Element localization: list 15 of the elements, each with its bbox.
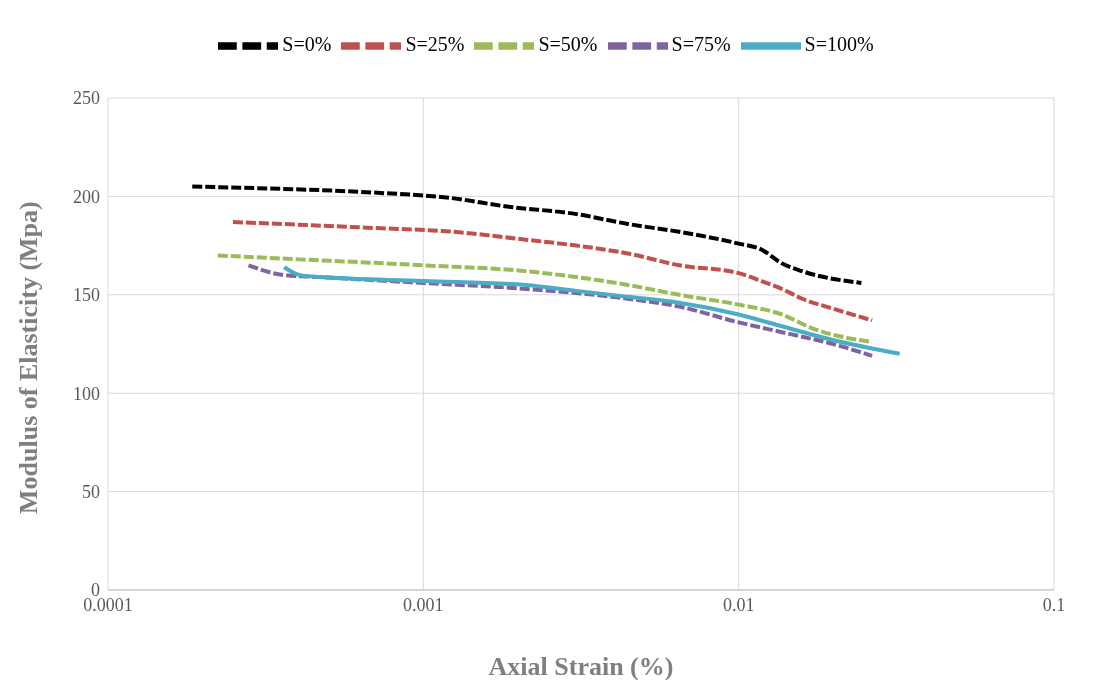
x-axis-title: Axial Strain (%) bbox=[488, 652, 674, 681]
legend-label: S=75% bbox=[671, 32, 731, 55]
x-tick-label: 0.1 bbox=[1042, 594, 1066, 615]
y-axis-title: Modulus of Elasticity (Mpa) bbox=[14, 201, 44, 514]
y-tick-label: 50 bbox=[82, 481, 100, 502]
legend-label: S=50% bbox=[538, 32, 598, 55]
x-tick-label: 0.001 bbox=[403, 594, 444, 615]
y-tick-label: 250 bbox=[73, 88, 100, 109]
y-tick-label: 100 bbox=[73, 383, 100, 404]
legend-label: S=25% bbox=[405, 32, 465, 55]
x-tick-label: 0.01 bbox=[722, 594, 755, 615]
y-tick-label: 150 bbox=[73, 285, 100, 306]
legend-label: S=100% bbox=[804, 32, 874, 55]
legend-label: S=0% bbox=[282, 32, 332, 55]
y-tick-label: 200 bbox=[73, 186, 100, 207]
